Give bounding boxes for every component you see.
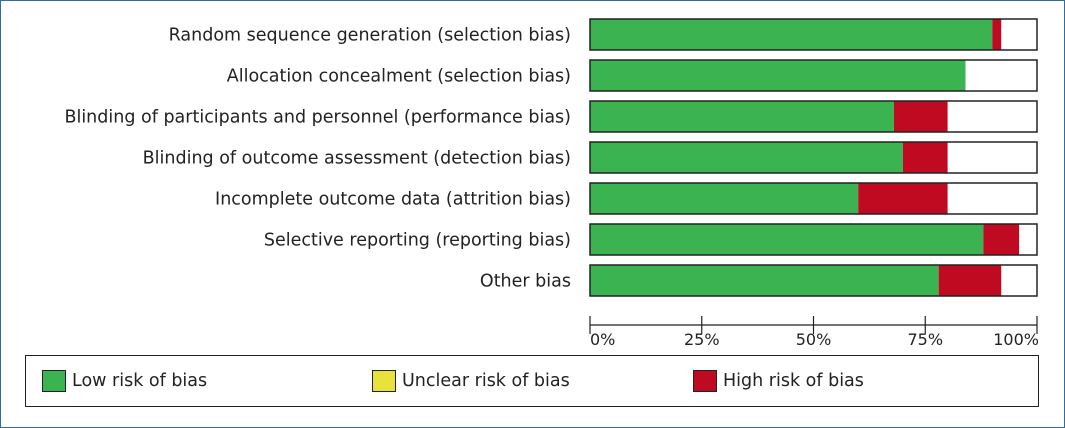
bar-segment-high [858,183,948,214]
bar-outline [589,264,1038,297]
risk-of-bias-chart: Random sequence generation (selection bi… [64,18,1039,346]
category-label: Allocation concealment (selection bias) [227,67,571,87]
category-label: Random sequence generation (selection bi… [169,26,571,46]
bar-segment-low [590,183,859,214]
legend-item-unclear: Unclear risk of bias [372,369,570,393]
x-tick-label: 50% [796,330,832,346]
bar-segment-low [590,101,894,132]
legend-label-low: Low risk of bias [72,371,208,391]
bar-segment-high [983,224,1020,255]
bar-outline [589,182,1038,215]
bar-segment-low [590,224,984,255]
bar-segment-low [590,60,966,91]
legend-item-high: High risk of bias [693,369,864,393]
bar-outline [589,59,1038,92]
bar-segment-low [590,265,939,296]
x-tick-label: 25% [684,330,720,346]
bar-segment-low [590,142,903,173]
x-tick-label: 100% [993,330,1039,346]
bar-segment-high [938,265,1002,296]
legend-swatch-unclear [372,370,396,392]
bar-outline [589,223,1038,256]
category-label: Incomplete outcome data (attrition bias) [215,190,571,210]
category-label: Blinding of participants and personnel (… [64,108,571,128]
x-tick-label: 75% [907,330,943,346]
legend-item-low: Low risk of bias [42,369,207,393]
legend-swatch-high [693,370,717,392]
bar-segment-high [893,101,948,132]
bar-segment-high [992,19,1002,50]
legend: Low risk of bias Unclear risk of bias Hi… [25,355,1039,407]
bar-outline [589,18,1038,51]
x-tick-label: 0% [590,330,615,346]
bar-segment-low [590,19,993,50]
bar-outline [589,100,1038,133]
category-label: Selective reporting (reporting bias) [264,231,571,251]
category-label: Other bias [480,272,571,292]
bar-segment-high [902,142,948,173]
category-label: Blinding of outcome assessment (detectio… [143,149,571,169]
legend-swatch-low [42,370,66,392]
legend-label-high: High risk of bias [723,371,864,391]
bar-outline [589,141,1038,174]
legend-label-unclear: Unclear risk of bias [402,371,570,391]
